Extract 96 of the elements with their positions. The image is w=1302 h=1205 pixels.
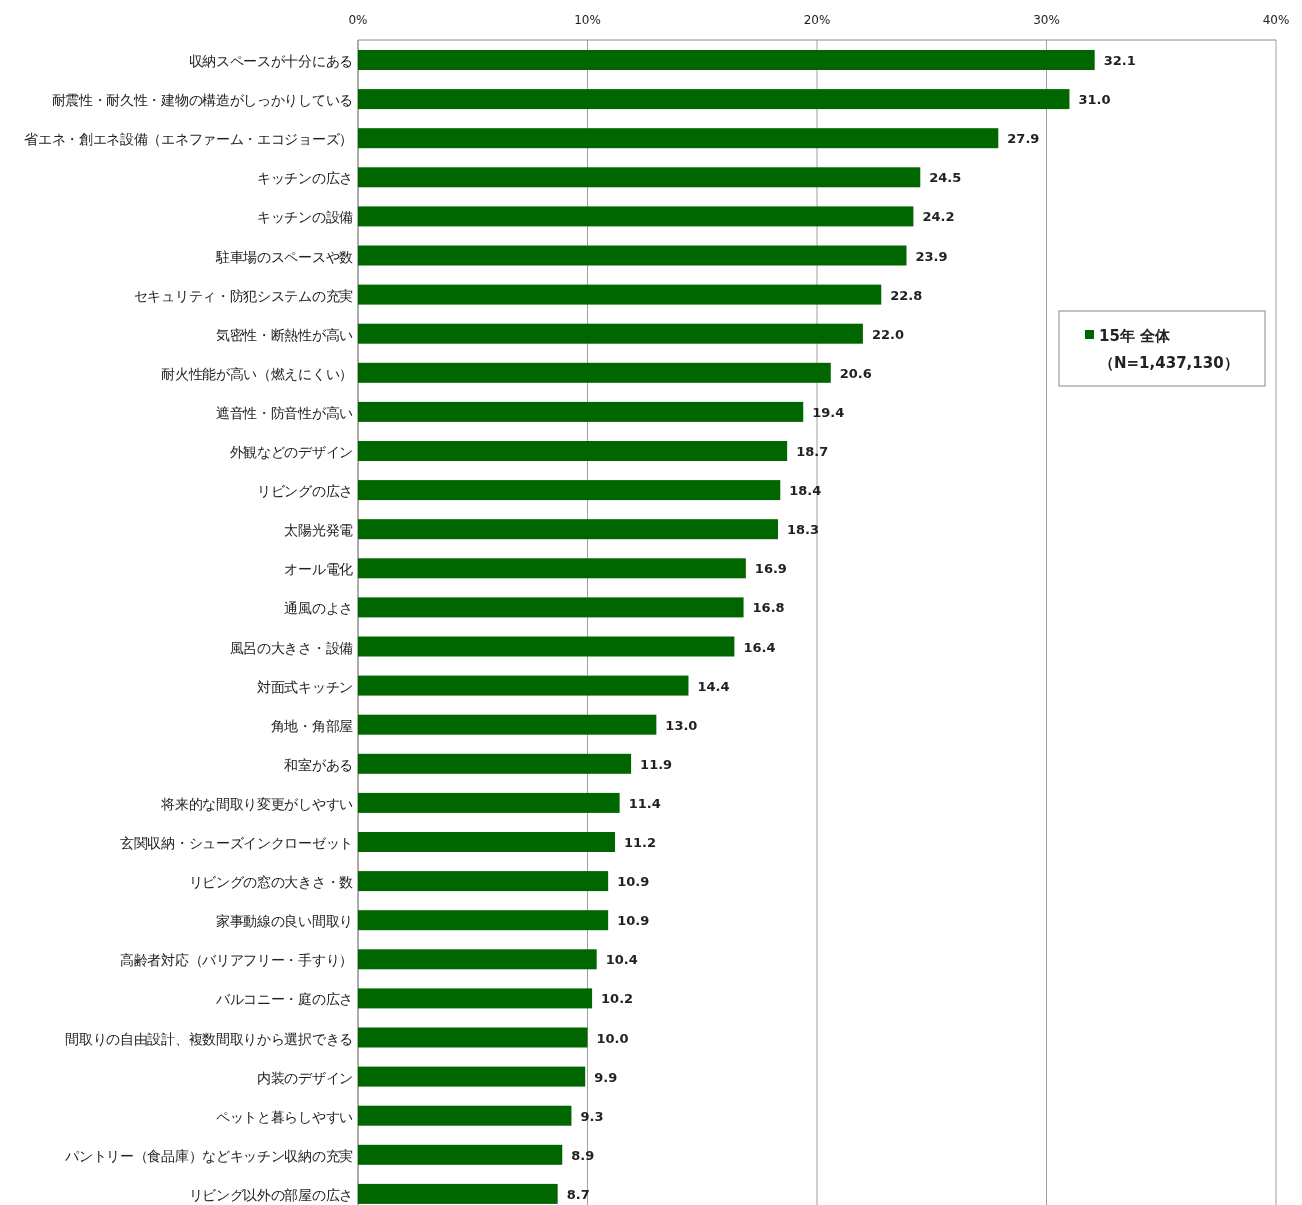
y-tick-label: 和室がある bbox=[284, 756, 353, 773]
y-tick-label: 将来的な間取り変更がしやすい bbox=[160, 795, 354, 812]
bar bbox=[358, 792, 620, 813]
bar bbox=[358, 128, 999, 149]
y-tick-label: 外観などのデザイン bbox=[229, 444, 353, 460]
y-tick-label: 角地・角部屋 bbox=[270, 717, 354, 734]
bar bbox=[358, 675, 689, 696]
y-tick-label: 耐火性能が高い（燃えにくい） bbox=[161, 365, 353, 382]
y-tick-label: 家事動線の良い間取り bbox=[215, 913, 353, 930]
data-label: 10.9 bbox=[617, 913, 650, 929]
bar bbox=[358, 362, 831, 383]
x-tick-label: 0% bbox=[348, 13, 368, 27]
y-tick-label: リビング以外の部屋の広さ bbox=[188, 1186, 353, 1203]
y-tick-label: キッチンの広さ bbox=[257, 170, 353, 187]
bar bbox=[358, 245, 907, 266]
y-tick-label: 内装のデザイン bbox=[257, 1069, 353, 1086]
data-label: 24.2 bbox=[922, 209, 955, 225]
bar bbox=[358, 284, 882, 305]
y-tick-label: 遮音性・防音性が高い bbox=[215, 404, 354, 421]
bar bbox=[358, 441, 788, 461]
data-label: 19.4 bbox=[812, 404, 845, 420]
data-label: 16.4 bbox=[743, 639, 776, 655]
y-tick-label: セキュリティ・防犯システムの充実 bbox=[133, 287, 354, 304]
data-label: 27.9 bbox=[1007, 131, 1040, 147]
bar bbox=[358, 949, 597, 970]
data-label: 11.9 bbox=[640, 756, 673, 772]
bar bbox=[358, 753, 632, 774]
y-tick-label: 間取りの自由設計、複数間取りから選択できる bbox=[65, 1030, 353, 1047]
data-label: 8.9 bbox=[571, 1147, 595, 1163]
x-tick-label: 20% bbox=[803, 13, 831, 27]
y-tick-label: 高齢者対応（バリアフリー・手すり） bbox=[120, 952, 353, 969]
bar bbox=[358, 323, 863, 344]
data-label: 31.0 bbox=[1078, 92, 1111, 108]
y-tick-label: キッチンの設備 bbox=[257, 209, 354, 226]
bar bbox=[358, 832, 616, 852]
bar bbox=[358, 597, 744, 618]
y-tick-label: リビングの広さ bbox=[257, 483, 353, 500]
bar bbox=[358, 89, 1070, 110]
data-label: 32.1 bbox=[1103, 53, 1136, 68]
bar bbox=[358, 871, 609, 892]
data-label: 23.9 bbox=[915, 248, 948, 264]
bar bbox=[358, 480, 781, 501]
y-tick-label: 耐震性・耐久性・建物の構造がしっかりしている bbox=[51, 92, 353, 109]
bar bbox=[358, 519, 778, 540]
data-label: 11.4 bbox=[628, 795, 661, 811]
x-tick-label: 10% bbox=[574, 13, 601, 27]
data-label: 11.2 bbox=[624, 835, 657, 850]
data-label: 10.2 bbox=[601, 991, 634, 1007]
data-label: 18.3 bbox=[786, 522, 820, 538]
y-tick-label: オール電化 bbox=[284, 561, 354, 578]
y-tick-label: 駐車場のスペースや数 bbox=[214, 248, 354, 265]
bar bbox=[358, 50, 1095, 70]
y-tick-label: リビングの窓の大きさ・数 bbox=[188, 874, 354, 891]
y-tick-label: 収納スペースが十分にある bbox=[188, 53, 353, 69]
data-label: 13.0 bbox=[665, 717, 698, 733]
bar bbox=[358, 714, 657, 735]
data-label: 16.9 bbox=[754, 561, 787, 577]
bar bbox=[358, 206, 914, 227]
bar bbox=[358, 910, 609, 931]
x-tick-label: 30% bbox=[1033, 13, 1060, 27]
bar bbox=[358, 401, 804, 422]
bar bbox=[358, 1183, 558, 1204]
y-tick-label: 通風のよさ bbox=[284, 600, 353, 617]
bar bbox=[358, 1105, 572, 1126]
bar bbox=[358, 988, 593, 1009]
bar bbox=[358, 1144, 563, 1165]
y-tick-label: 太陽光発電 bbox=[284, 522, 354, 539]
x-tick-label: 40% bbox=[1262, 13, 1290, 27]
data-label: 24.5 bbox=[929, 170, 962, 186]
y-tick-label: 対面式キッチン bbox=[257, 678, 353, 695]
legend-label: 15年 全体（N=1,437,130） bbox=[1099, 326, 1240, 374]
data-label: 9.9 bbox=[594, 1069, 618, 1085]
bar bbox=[358, 1066, 586, 1087]
data-label: 18.7 bbox=[796, 444, 829, 459]
bar bbox=[358, 167, 921, 188]
y-tick-label: 玄関収納・シューズインクローゼット bbox=[120, 835, 353, 851]
data-label: 8.7 bbox=[566, 1186, 590, 1202]
data-label: 10.9 bbox=[617, 874, 650, 890]
bar bbox=[358, 636, 735, 657]
data-label: 20.6 bbox=[839, 365, 872, 381]
y-tick-label: パントリー（食品庫）などキッチン収納の充実 bbox=[64, 1147, 354, 1164]
y-tick-label: ペットと暮らしやすい bbox=[215, 1108, 354, 1125]
y-tick-label: 風呂の大きさ・設備 bbox=[229, 639, 354, 656]
y-tick-label: 気密性・断熱性が高い bbox=[215, 326, 354, 343]
bar bbox=[358, 558, 746, 579]
data-label: 22.0 bbox=[871, 326, 904, 342]
data-label: 10.0 bbox=[596, 1030, 629, 1046]
data-label: 22.8 bbox=[890, 287, 923, 303]
data-label: 10.4 bbox=[605, 952, 638, 968]
bar bbox=[358, 1027, 588, 1048]
data-label: 9.3 bbox=[580, 1108, 604, 1124]
data-label: 18.4 bbox=[789, 483, 822, 499]
y-tick-label: 省エネ・創エネ設備（エネファーム・エコジョーズ） bbox=[24, 131, 353, 148]
data-label: 16.8 bbox=[752, 600, 785, 616]
y-tick-label: バルコニー・庭の広さ bbox=[214, 991, 353, 1008]
data-label: 14.4 bbox=[697, 678, 730, 694]
